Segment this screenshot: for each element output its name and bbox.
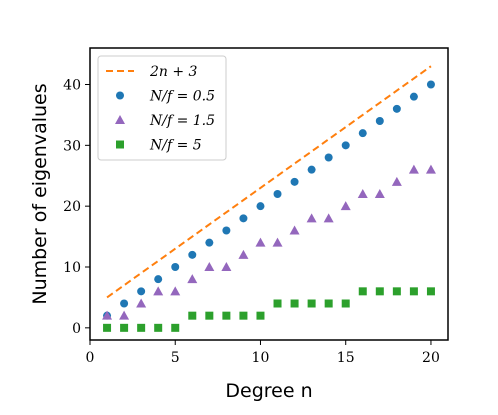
- data-point: [256, 202, 265, 211]
- data-point: [358, 129, 367, 138]
- data-point: [273, 299, 282, 308]
- data-point: [341, 299, 350, 308]
- data-point: [170, 286, 181, 296]
- data-point: [409, 92, 418, 101]
- legend-marker-handle: [116, 140, 124, 149]
- data-point: [239, 311, 248, 320]
- data-point: [153, 286, 164, 296]
- data-point: [137, 287, 146, 296]
- legend-box: [97, 55, 227, 161]
- x-tick-label: 15: [337, 350, 355, 366]
- data-point: [187, 274, 198, 284]
- legend-label: N/f = 1.5: [149, 113, 215, 129]
- data-point: [307, 165, 316, 174]
- series-1: [103, 80, 435, 320]
- data-point: [290, 299, 299, 308]
- series-3: [103, 287, 435, 332]
- data-point: [307, 299, 316, 308]
- data-point: [273, 190, 282, 198]
- data-point: [341, 141, 350, 150]
- data-point: [154, 323, 163, 332]
- data-point: [374, 189, 385, 198]
- y-tick-label: 20: [63, 199, 81, 215]
- legend-label: N/f = 5: [149, 138, 202, 154]
- data-point: [137, 323, 146, 332]
- legend: 2n + 3 N/f = 0.5 N/f = 1.5 N/f = 5: [97, 55, 227, 161]
- legend-marker-handle: [116, 91, 124, 100]
- data-point: [408, 164, 419, 174]
- data-point: [340, 201, 351, 211]
- data-point: [102, 310, 113, 320]
- data-point: [426, 287, 435, 296]
- data-point: [154, 275, 163, 284]
- data-point: [425, 164, 436, 174]
- x-tick-label: 20: [422, 350, 440, 366]
- data-point: [392, 104, 401, 113]
- x-tick-label: 5: [171, 350, 180, 366]
- data-point: [222, 311, 231, 320]
- data-point: [392, 287, 401, 296]
- data-point: [221, 262, 232, 271]
- x-tick-label: 0: [86, 350, 95, 366]
- data-point: [255, 237, 266, 247]
- axis-ticks: 0 5 10 15 20 0 10 20 30 40: [63, 78, 440, 367]
- plot-area: [102, 65, 436, 332]
- data-point: [391, 176, 402, 186]
- data-point: [222, 226, 231, 235]
- data-point: [375, 117, 384, 125]
- data-point: [256, 311, 265, 320]
- data-point: [205, 311, 214, 320]
- data-point: [357, 189, 368, 198]
- data-point: [120, 299, 129, 308]
- data-point: [205, 238, 214, 247]
- series-2: [102, 164, 436, 320]
- data-point: [136, 298, 147, 308]
- data-point: [426, 80, 435, 89]
- data-point: [239, 214, 248, 223]
- data-point: [171, 263, 180, 271]
- data-point: [272, 237, 283, 247]
- legend-label: N/f = 0.5: [149, 89, 215, 105]
- data-point: [375, 287, 384, 296]
- legend-marker-handle: [115, 115, 125, 124]
- y-tick-label: 30: [63, 138, 81, 154]
- data-point: [188, 311, 197, 320]
- data-point: [289, 225, 300, 235]
- y-tick-label: 0: [72, 321, 81, 337]
- legend-label: 2n + 3: [149, 64, 198, 80]
- y-tick-label: 10: [63, 260, 81, 276]
- data-point: [306, 213, 317, 223]
- data-point: [171, 323, 180, 332]
- data-point: [290, 177, 299, 186]
- data-point: [409, 287, 418, 296]
- data-point: [204, 262, 215, 271]
- data-point: [323, 213, 334, 223]
- data-point: [324, 153, 333, 162]
- data-point: [188, 250, 197, 259]
- data-point: [120, 323, 129, 332]
- data-point: [238, 249, 249, 259]
- x-tick-label: 10: [252, 350, 270, 366]
- data-point: [358, 287, 367, 296]
- series-0: [106, 65, 432, 299]
- dashed-line-2n-plus-3: [106, 65, 432, 299]
- axes-frame: [89, 47, 449, 341]
- y-axis-title: Number of eigenvalues: [29, 83, 51, 304]
- x-axis-title: Degree n: [225, 380, 312, 402]
- y-tick-label: 40: [63, 78, 81, 94]
- data-point: [103, 323, 112, 332]
- data-point: [324, 299, 333, 308]
- data-point: [119, 310, 130, 320]
